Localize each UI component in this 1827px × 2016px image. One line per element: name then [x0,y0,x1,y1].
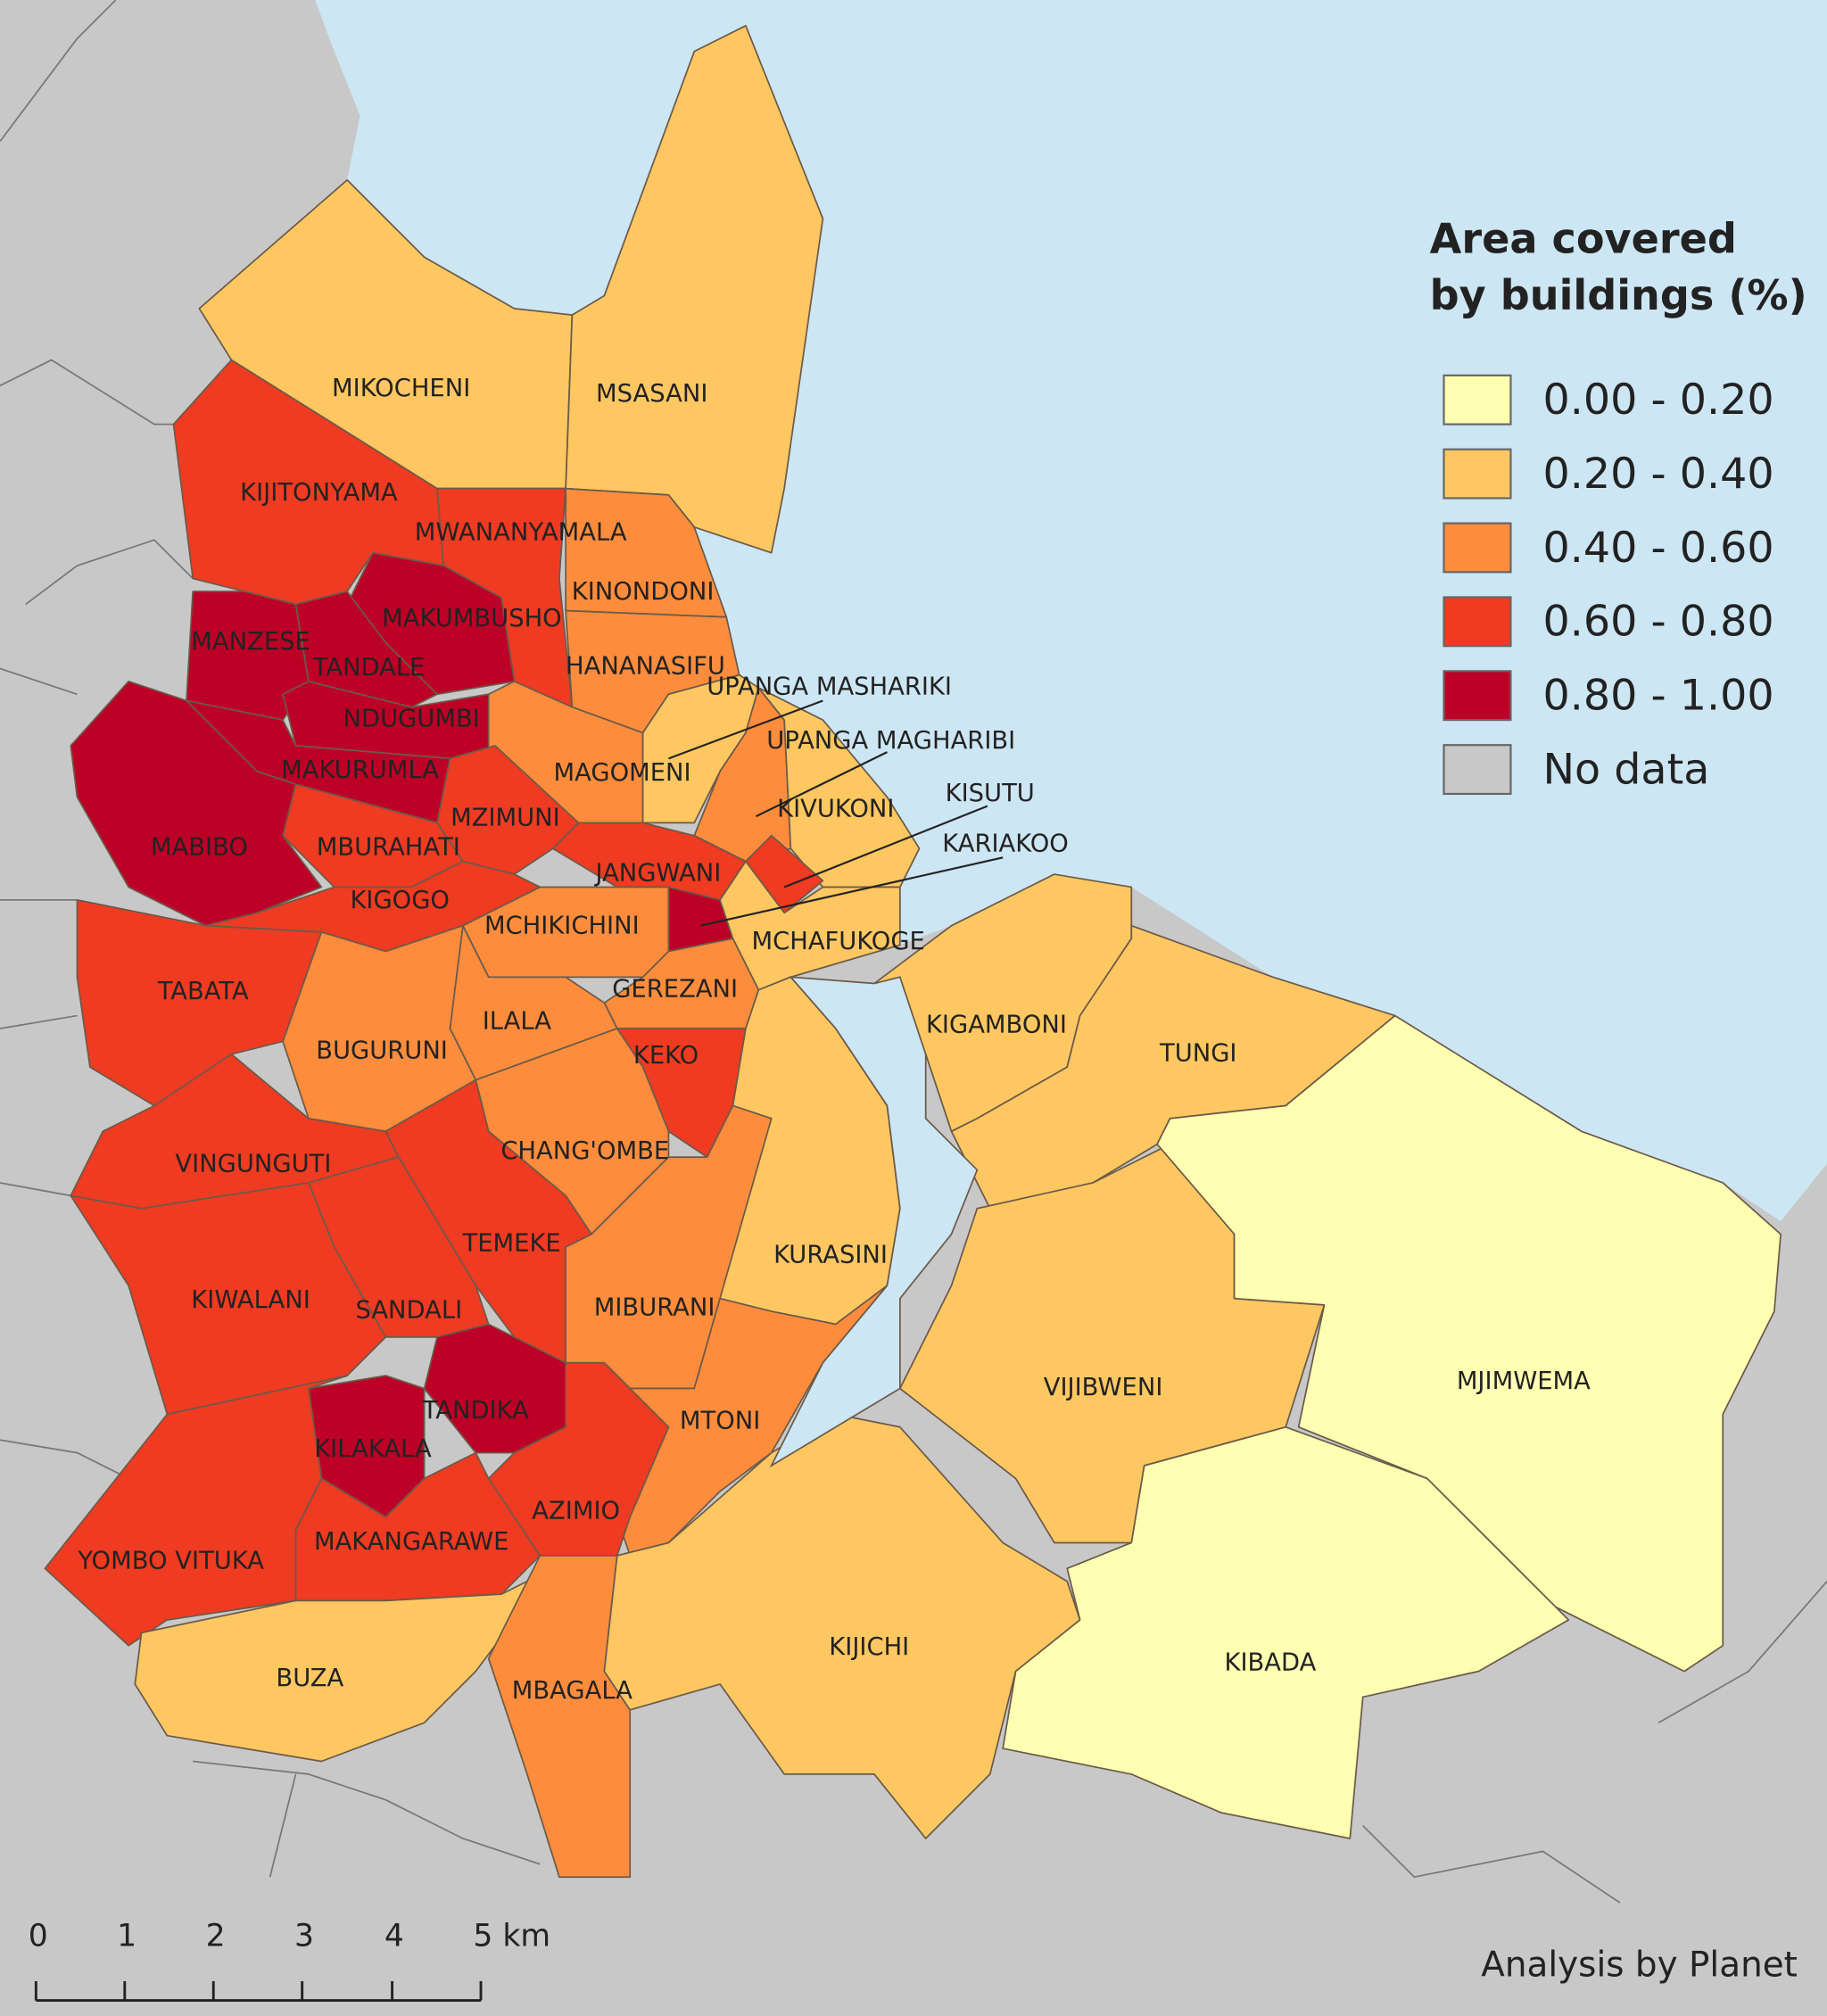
ward-area [70,680,323,927]
legend-label: 0.00 - 0.20 [1542,376,1773,425]
ward-label: TANDIKA [422,1397,529,1425]
channel [769,976,979,1468]
legend-title: by buildings (%) [1430,271,1807,319]
ward-label: TEMEKE [462,1230,561,1258]
borders [0,0,1827,1904]
ward-label: KEKO [633,1042,699,1070]
ward-label: MJIMWEMA [1457,1367,1591,1395]
ward-label: MAKURUMLA [281,756,439,784]
ward-label: KIJICHI [829,1633,909,1661]
ward-label: HANANASIFU [566,653,725,681]
ward-label: VIJIBWENI [1044,1374,1163,1401]
scale-label: 1 [117,1918,136,1954]
legend-swatch [1443,744,1512,796]
leader-line [783,805,988,888]
ward-area [1002,1425,1570,1839]
leader-line [668,699,823,760]
ward-label: KARIAKOO [942,830,1069,857]
ward-label: ILALA [483,1007,552,1035]
ward-label: MIBURANI [594,1294,715,1322]
ward-label: MCHIKICHINI [484,913,640,940]
legend-swatch [1443,522,1512,574]
scale-label: 2 [206,1918,226,1954]
ward-label: KIGAMBONI [926,1012,1067,1039]
legend-title: Area covered [1430,214,1737,262]
legend-swatch [1443,596,1512,648]
ward-area [1156,1014,1782,1673]
ward-label: KISUTU [946,780,1035,807]
ward-label: NDUGUMBI [343,706,480,733]
ward-label: TANDALE [312,654,426,682]
ward-label: KILAKALA [314,1435,432,1463]
ward-label: MIKOCHENI [332,375,470,402]
ward-label: KINONDONI [572,578,715,606]
legend-label: 0.60 - 0.80 [1542,598,1773,647]
ward-label: YOMBO VITUKA [77,1548,264,1575]
scale-label: 4 [384,1918,404,1954]
sea [315,0,1827,1222]
ward-label: UPANGA MAGHARIBI [766,727,1015,755]
ward-label: MBAGALA [512,1677,632,1705]
boundary-line [0,0,1827,1904]
leader-line [700,856,1004,927]
ward-area [950,924,1396,1210]
ward-label: MAKANGARAWE [314,1528,508,1556]
ward-label: KURASINI [773,1242,888,1269]
legend-label: 0.80 - 1.00 [1542,672,1773,721]
ward-label: MTONI [680,1408,760,1435]
scale-label: 5 km [473,1918,550,1954]
scale-label: 3 [294,1918,314,1954]
legend: Area covered by buildings (%) 0.00 - 0.20 0… [1430,214,1807,796]
scale-label: 0 [29,1918,48,1954]
ward-label: MAKUMBUSHO [382,605,562,632]
ward-label: AZIMIO [532,1497,620,1524]
attribution: Analysis by Planet [1481,1946,1798,1986]
ward-label: MZIMUNI [451,805,560,832]
ward-label: MSASANI [596,380,707,408]
legend-label: No data [1542,745,1709,794]
legend-label: 0.40 - 0.60 [1542,524,1773,573]
ward-labels: MIKOCHENI MSASANI KIJITONYAMA MWANANYAMALA M… [77,375,1591,1705]
ward-label: MBURAHATI [317,834,460,862]
legend-swatch [1443,670,1512,722]
ward-label: KIVUKONI [777,795,894,822]
ward-label: KIGOGO [350,887,450,914]
ward-label: MAGOMENI [554,759,691,787]
ward-label: CHANG'OMBE [500,1137,669,1165]
ward-label: MWANANYAMALA [415,519,627,547]
ward-label: MABIBO [151,834,248,862]
ward-area [565,487,728,618]
leader-line [755,751,888,818]
ward-label: KIWALANI [191,1286,310,1314]
ward-label: TUNGI [1159,1039,1237,1067]
ward-label: JANGWANI [593,860,721,888]
ward-label: GEREZANI [612,975,738,1003]
ward-label: BUZA [276,1665,343,1692]
ward-label: BUGURUNI [316,1037,448,1064]
legend-swatch [1443,374,1512,426]
wards [44,24,1782,1879]
ward-label: UPANGA MASHARIKI [707,673,952,701]
ward-label: SANDALI [355,1297,462,1325]
ward-label: KIJITONYAMA [240,479,398,507]
scale-bar: 0 1 2 3 4 5 km [29,1918,550,2003]
leader-lines [668,699,1004,927]
ward-label: TABATA [157,978,249,1005]
legend-swatch [1443,448,1512,500]
legend-label: 0.20 - 0.40 [1542,450,1773,499]
ward-label: MCHAFUKOGE [752,928,925,955]
ward-label: VINGUNGUTI [175,1150,331,1177]
ward-label: KIBADA [1225,1648,1317,1676]
ward-label: MANZESE [191,628,310,656]
